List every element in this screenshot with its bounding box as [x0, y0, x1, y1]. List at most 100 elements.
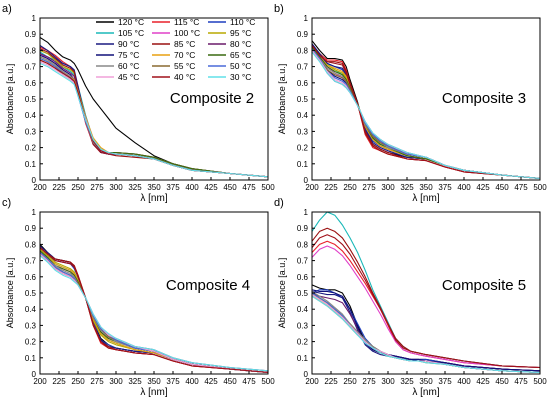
x-tick-label: 350: [147, 377, 161, 386]
y-tick-label: 0: [304, 176, 309, 185]
x-tick-label: 425: [204, 377, 218, 386]
y-tick-label: 0.6: [25, 273, 37, 282]
legend-label: 115 °C: [174, 17, 199, 27]
x-tick-label: 250: [71, 183, 85, 192]
x-tick-label: 325: [128, 183, 142, 192]
legend-label: 105 °C: [118, 28, 144, 38]
x-tick-label: 300: [109, 377, 123, 386]
x-tick-label: 400: [185, 377, 199, 386]
y-tick-label: 0.9: [297, 224, 309, 233]
x-tick-label: 400: [185, 183, 199, 192]
legend-label: 65 °C: [230, 50, 251, 60]
series-line: [311, 43, 541, 179]
x-tick-label: 400: [457, 377, 471, 386]
legend-label: 110 °C: [230, 17, 255, 27]
x-tick-label: 225: [324, 183, 338, 192]
x-tick-label: 475: [242, 377, 256, 386]
x-tick-label: 225: [52, 377, 66, 386]
legend-label: 60 °C: [118, 61, 139, 71]
y-tick-label: 0.3: [25, 321, 37, 330]
panel-label: a): [2, 3, 12, 15]
legend-label: 40 °C: [174, 72, 195, 82]
panel-3: c) 200 225 250 275 300 325 350 375 400 425 450 475 50…: [2, 197, 275, 398]
y-tick-label: 1: [304, 208, 309, 217]
y-tick-label: 0.3: [25, 127, 37, 136]
x-tick-label: 450: [495, 183, 509, 192]
y-tick-label: 0.8: [297, 240, 309, 249]
y-tick-label: 0.1: [25, 354, 37, 363]
legend-item: 95 °C: [208, 28, 251, 38]
legend-label: 70 °C: [174, 50, 195, 60]
x-tick-label: 275: [90, 377, 104, 386]
series-line: [311, 295, 541, 373]
x-tick-label: 300: [381, 377, 395, 386]
y-tick-label: 0.6: [297, 273, 309, 282]
y-tick-label: 0.2: [297, 144, 309, 153]
legend-item: 105 °C: [96, 28, 144, 38]
legend-item: 70 °C: [152, 50, 195, 60]
series-line: [39, 255, 269, 372]
x-tick-label: 275: [90, 183, 104, 192]
y-tick-label: 0.7: [25, 63, 37, 72]
y-tick-label: 0.2: [297, 338, 309, 347]
y-tick-label: 0: [32, 370, 37, 379]
series-line: [311, 289, 541, 372]
series-line: [311, 234, 541, 369]
x-tick-label: 375: [438, 183, 452, 192]
x-tick-label: 475: [514, 377, 528, 386]
x-tick-label: 200: [305, 183, 319, 192]
x-tick-label: 200: [33, 377, 47, 386]
legend-item: 85 °C: [152, 39, 195, 49]
y-tick-label: 0.4: [25, 111, 37, 120]
panel-title: Composite 2: [170, 90, 254, 107]
legend-item: 90 °C: [96, 39, 139, 49]
y-tick-label: 0.1: [297, 354, 309, 363]
legend-label: 80 °C: [230, 39, 251, 49]
legend-label: 120 °C: [118, 17, 144, 27]
y-tick-label: 0: [32, 176, 37, 185]
legend-label: 90 °C: [118, 39, 139, 49]
x-tick-label: 350: [419, 377, 433, 386]
panel-label: d): [274, 197, 284, 209]
y-tick-label: 0.4: [25, 305, 37, 314]
x-tick-label: 300: [381, 183, 395, 192]
x-tick-label: 275: [362, 377, 376, 386]
y-tick-label: 0.7: [25, 257, 37, 266]
legend-item: 80 °C: [208, 39, 251, 49]
y-tick-label: 0.6: [297, 79, 309, 88]
x-tick-label: 350: [147, 183, 161, 192]
legend-label: 55 °C: [174, 61, 195, 71]
panel-label: c): [2, 197, 11, 209]
x-tick-label: 325: [128, 377, 142, 386]
series-line: [311, 245, 541, 369]
series-line: [311, 51, 541, 179]
panel-title: Composite 3: [442, 90, 526, 107]
y-tick-label: 0.5: [25, 289, 37, 298]
x-axis-label: λ [nm]: [412, 387, 439, 398]
x-tick-label: 325: [400, 183, 414, 192]
x-tick-label: 375: [166, 183, 180, 192]
legend-item: 75 °C: [96, 50, 139, 60]
x-tick-label: 500: [533, 377, 547, 386]
y-tick-label: 1: [32, 208, 37, 217]
y-tick-label: 0.5: [297, 289, 309, 298]
legend-item: 30 °C: [208, 72, 251, 82]
x-tick-label: 300: [109, 183, 123, 192]
x-tick-label: 325: [400, 377, 414, 386]
y-tick-label: 0.4: [297, 305, 309, 314]
y-tick-label: 0.5: [297, 95, 309, 104]
x-tick-label: 500: [261, 377, 275, 386]
x-tick-label: 500: [533, 183, 547, 192]
x-tick-label: 225: [52, 183, 66, 192]
legend-item: 60 °C: [96, 61, 139, 71]
x-tick-label: 475: [514, 183, 528, 192]
x-tick-label: 225: [324, 377, 338, 386]
y-tick-label: 1: [32, 14, 37, 23]
x-tick-label: 275: [362, 183, 376, 192]
x-tick-label: 350: [419, 183, 433, 192]
y-tick-label: 0.2: [25, 144, 37, 153]
x-tick-label: 425: [204, 183, 218, 192]
legend-item: 65 °C: [208, 50, 251, 60]
x-tick-label: 400: [457, 183, 471, 192]
x-axis-label: λ [nm]: [412, 193, 439, 204]
